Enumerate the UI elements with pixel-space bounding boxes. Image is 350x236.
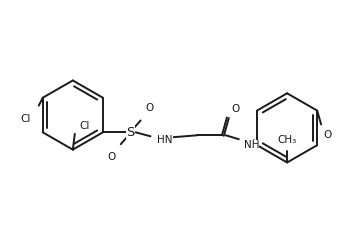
Text: O: O [107, 152, 116, 162]
Text: Cl: Cl [20, 114, 31, 124]
Text: CH₃: CH₃ [278, 135, 297, 145]
Text: S: S [126, 126, 135, 139]
Text: NH: NH [244, 140, 259, 150]
Text: O: O [146, 103, 154, 113]
Text: HN: HN [158, 135, 173, 145]
Text: Cl: Cl [80, 121, 90, 131]
Text: O: O [232, 104, 240, 114]
Text: O: O [323, 130, 331, 140]
